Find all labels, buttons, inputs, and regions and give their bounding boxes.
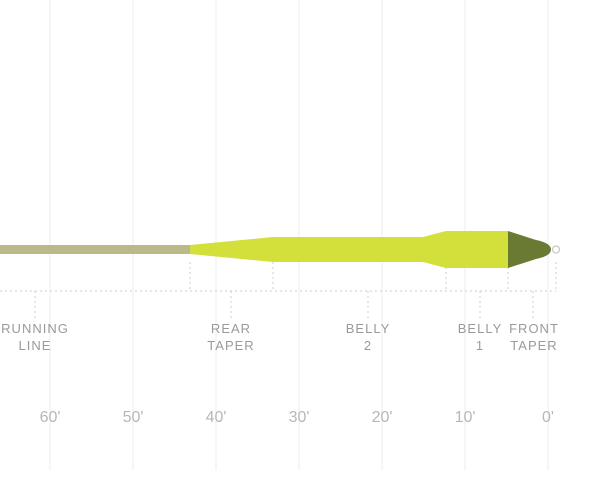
label-line: REAR: [210, 321, 252, 336]
distance-tick-label: 10': [454, 409, 476, 426]
front-taper-section: [508, 231, 551, 268]
label-line: BELLY: [457, 321, 503, 336]
label-line: 2: [363, 338, 373, 353]
label-belly-1: BELLY 1: [458, 320, 503, 354]
welded-loop: [551, 245, 561, 254]
distance-tick-label: 30': [288, 409, 310, 426]
distance-tick-label: 20': [371, 409, 393, 426]
label-rear-taper: REAR TAPER: [207, 320, 254, 354]
label-line: BELLY: [345, 321, 391, 336]
label-line: LINE: [18, 338, 52, 353]
label-front-taper: FRONT TAPER: [509, 320, 559, 354]
label-line: FRONT: [509, 321, 559, 336]
label-line: RUNNING: [1, 321, 69, 336]
head-section: [190, 231, 508, 268]
distance-tick-label: 60': [39, 409, 61, 426]
label-belly-2: BELLY 2: [346, 320, 391, 354]
label-line: TAPER: [510, 338, 558, 353]
label-running-line: RUNNING LINE: [1, 320, 69, 354]
distance-tick-label: 0': [542, 409, 554, 426]
label-line: TAPER: [207, 338, 255, 353]
distance-tick-label: 50': [122, 409, 144, 426]
label-line: 1: [475, 338, 485, 353]
distance-tick-label: 40': [205, 409, 227, 426]
segment-brackets: [0, 262, 557, 318]
running-line-section: [0, 245, 192, 254]
